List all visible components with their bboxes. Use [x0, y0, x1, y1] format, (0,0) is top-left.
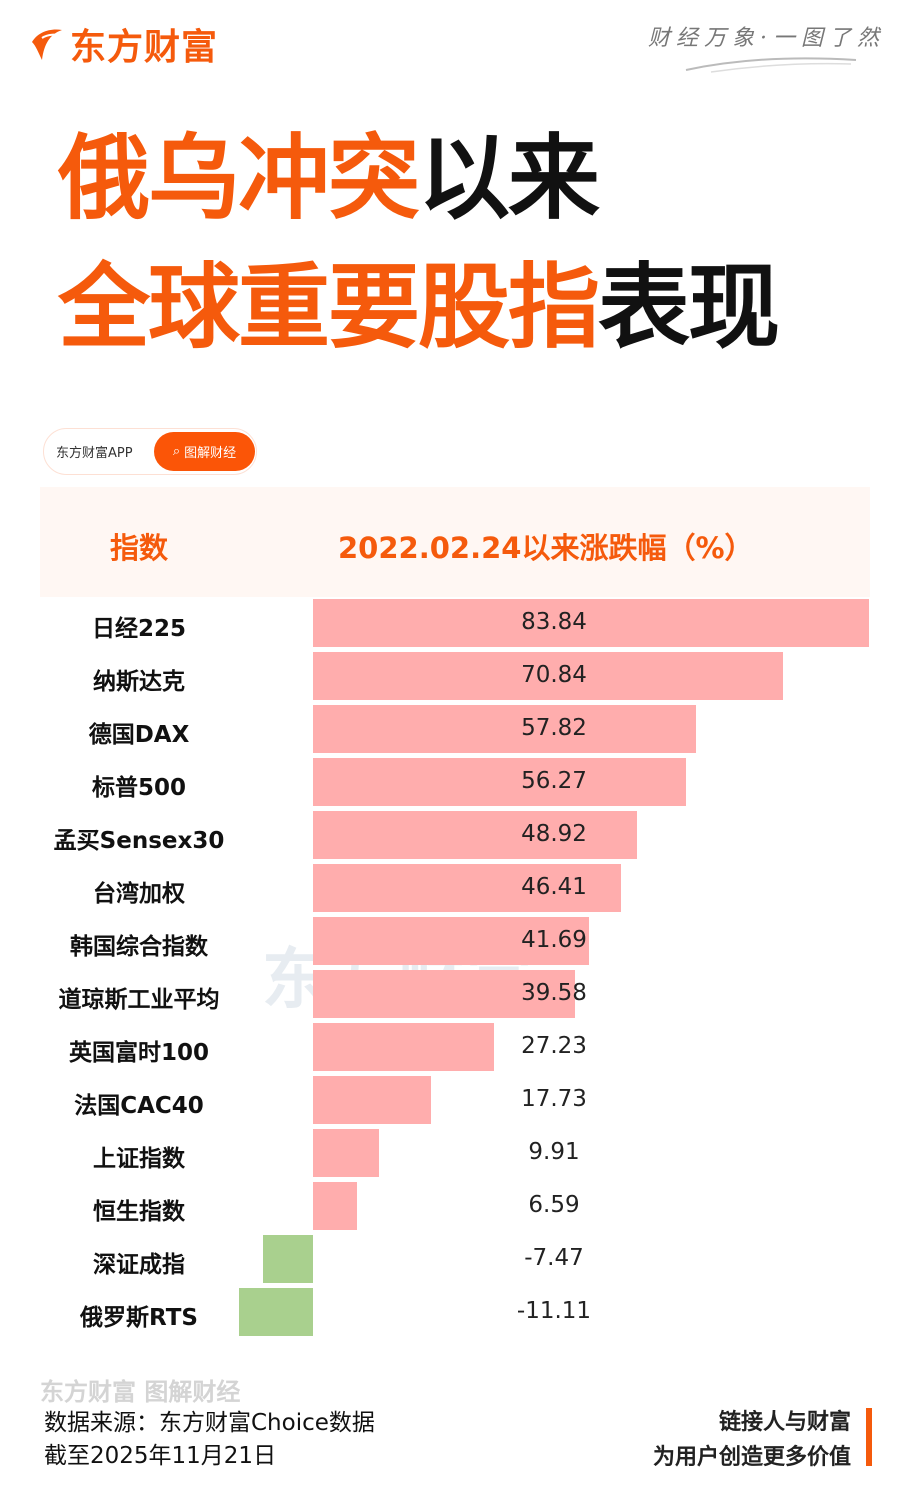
bar [239, 1288, 313, 1336]
section-label: 图解财经 [184, 446, 237, 461]
category-label: 纳斯达克 [93, 669, 185, 695]
flame-logo-icon [32, 29, 64, 60]
title-line-1: 俄乌冲突以来 [58, 133, 600, 225]
category-label: 英国富时100 [68, 1040, 209, 1066]
value-label: 9.91 [528, 1139, 580, 1165]
title-orange: 俄乌冲突 [58, 125, 420, 232]
bar [313, 970, 576, 1018]
category-label: 德国DAX [88, 722, 190, 748]
value-label: 27.23 [521, 1033, 587, 1059]
table-header: 指数 2022.02.24以来涨跌幅（%） [40, 487, 870, 597]
value-label: 17.73 [521, 1086, 587, 1112]
search-icon: ⌕ [172, 444, 181, 459]
title-black: 表现 [598, 254, 780, 361]
title-orange: 全球重要股指 [58, 254, 600, 361]
category-label: 标普500 [91, 775, 186, 801]
motto: 链接人与财富 为用户创造更多价值 [653, 1405, 851, 1475]
bar [263, 1235, 313, 1283]
title-black: 以来 [418, 125, 600, 232]
bar [313, 917, 590, 965]
motto-line-1: 链接人与财富 [718, 1410, 851, 1435]
bar [313, 599, 869, 647]
category-label: 日经225 [91, 616, 186, 642]
brand-logo: 东方财富 [28, 18, 218, 70]
value-label: 6.59 [528, 1192, 580, 1218]
category-label: 法国CAC40 [74, 1093, 204, 1119]
app-label: 东方财富APP [56, 446, 133, 461]
category-label: 俄罗斯RTS [80, 1305, 198, 1331]
value-label: -7.47 [524, 1245, 584, 1271]
source-tag: 东方财富APP ⌕ 图解财经 [43, 428, 257, 475]
bar [313, 1129, 379, 1177]
category-label: 韩国综合指数 [70, 934, 208, 960]
value-label: -11.11 [516, 1298, 592, 1324]
bar [313, 811, 638, 859]
motto-line-2: 为用户创造更多价值 [652, 1445, 851, 1470]
value-label: 70.84 [521, 662, 587, 688]
value-label: 39.58 [521, 980, 587, 1006]
slogan: 财经万象·一图了然 [648, 26, 885, 51]
category-label: 恒生指数 [93, 1199, 185, 1225]
category-label: 深证成指 [93, 1252, 185, 1278]
bar [313, 1076, 431, 1124]
section-badge: ⌕ 图解财经 [154, 432, 255, 471]
title-line-2: 全球重要股指表现 [58, 262, 780, 354]
accent-rule [866, 1408, 872, 1466]
value-label: 57.82 [521, 715, 587, 741]
category-label: 台湾加权 [93, 881, 185, 907]
footer-logo: 东方财富 图解财经 [40, 1378, 241, 1406]
logo-text: 东方财富 [70, 27, 219, 68]
bar [313, 758, 687, 806]
value-label: 83.84 [521, 609, 587, 635]
bar [313, 864, 621, 912]
category-label: 孟买Sensex30 [53, 828, 225, 854]
value-label: 48.92 [521, 821, 587, 847]
header-change: 2022.02.24以来涨跌幅（%） [338, 531, 754, 565]
bar [313, 1023, 494, 1071]
swoosh-decoration [685, 57, 857, 73]
bar [313, 705, 697, 753]
bar [313, 652, 783, 700]
category-label: 上证指数 [93, 1146, 185, 1172]
value-label: 46.41 [521, 874, 587, 900]
date-text: 截至2025年11月21日 [44, 1443, 277, 1469]
header-index: 指数 [109, 531, 168, 565]
source-text: 数据来源：东方财富Choice数据 [44, 1410, 375, 1436]
value-label: 56.27 [521, 768, 587, 794]
value-label: 41.69 [521, 927, 587, 953]
bar [313, 1182, 357, 1230]
category-label: 道琼斯工业平均 [58, 987, 220, 1013]
data-source: 数据来源：东方财富Choice数据 截至2025年11月21日 [44, 1407, 375, 1473]
